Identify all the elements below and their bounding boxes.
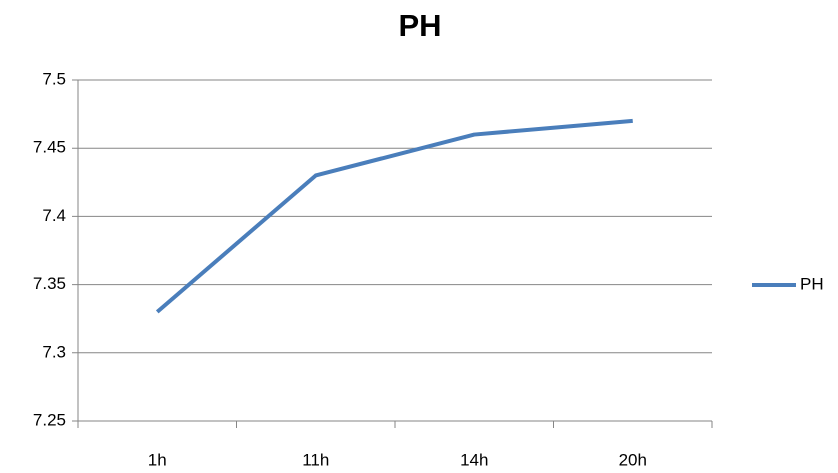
x-tick-label: 20h	[619, 450, 647, 469]
y-tick-label: 7.35	[33, 274, 66, 293]
legend-label: PH	[800, 274, 824, 293]
y-tick-label: 7.3	[42, 342, 66, 361]
chart-title: PH	[398, 8, 441, 43]
x-tick-label: 11h	[302, 450, 329, 469]
y-tick-label: 7.25	[33, 410, 66, 429]
y-tick-label: 7.45	[33, 138, 66, 157]
x-tick-label: 1h	[148, 450, 167, 469]
x-tick-label: 14h	[460, 450, 488, 469]
y-tick-label: 7.4	[42, 206, 66, 225]
y-tick-label: 7.5	[42, 69, 66, 88]
data-line	[155, 118, 633, 314]
